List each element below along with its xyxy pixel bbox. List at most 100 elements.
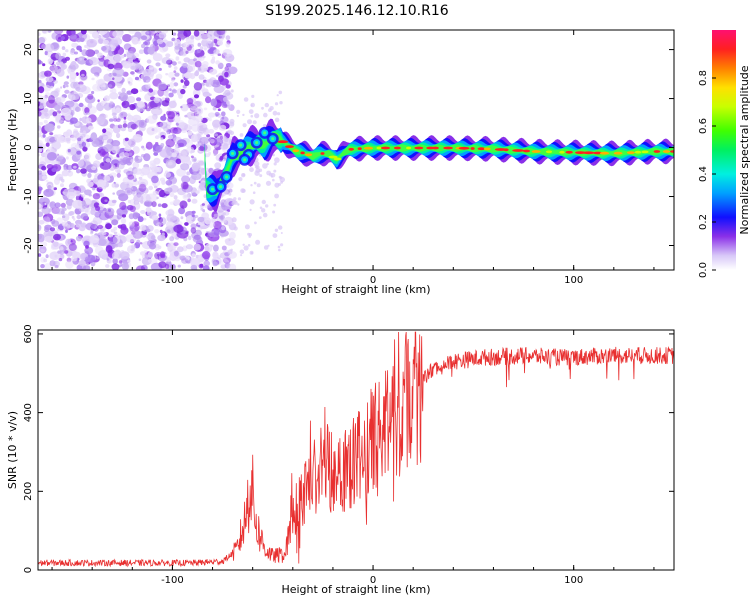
noise-blob [126,96,136,104]
noise-blob [166,229,171,233]
noise-blob [65,229,68,233]
noise-blob [113,62,123,71]
noise-blob [169,201,174,205]
noise-blob [62,215,66,218]
noise-blob [76,214,82,220]
noise-blob [199,136,210,145]
noise-blob [177,43,181,47]
noise-blob [180,163,190,171]
noise-blob [41,165,47,171]
noise-blob [130,186,138,192]
noise-blob [173,82,179,87]
noise-blob [193,94,200,99]
noise-blob [167,84,170,87]
noise-blob [138,156,142,160]
noise-blob [132,146,140,154]
noise-blob [254,221,257,225]
spectrogram-xtick-label: 0 [370,275,376,286]
noise-blob [210,98,218,107]
noise-blob [38,197,50,206]
ridge-core [431,146,439,150]
noise-blob [233,200,238,205]
ridge-core [653,150,661,153]
noise-blob [229,231,236,240]
noise-blob [49,59,54,63]
noise-blob [54,265,59,269]
noise-blob [154,135,160,140]
noise-blob [121,214,127,218]
noise-blob [60,183,64,188]
noise-blob [173,199,181,206]
noise-blob [44,43,55,53]
noise-blob [61,47,66,50]
noise-blob [276,94,279,97]
noise-blob [182,181,189,190]
noise-blob [208,128,215,134]
noise-blob [138,119,147,128]
noise-blob [91,77,95,81]
noise-blob [59,246,64,251]
noise-blob [104,199,108,202]
noise-blob [61,63,65,68]
noise-blob [65,49,69,53]
noise-blob [38,224,42,232]
noise-blob [127,127,133,133]
noise-blob [99,61,103,66]
noise-blob [155,62,161,67]
noise-blob [274,117,280,123]
noise-blob [199,46,204,51]
noise-blob [79,57,83,61]
noise-blob [73,165,77,169]
noise-blob [88,193,92,197]
noise-blob [90,66,102,75]
noise-blob [167,107,172,111]
noise-blob [38,148,43,153]
noise-blob [78,223,86,232]
noise-blob [130,61,141,70]
noise-blob [180,104,189,112]
noise-blob [225,35,231,41]
noise-blob [237,203,240,206]
noise-blob [84,152,91,160]
noise-blob [202,251,211,260]
noise-blob [159,46,167,53]
noise-blob [219,31,226,39]
noise-blob [120,218,127,224]
ridge-core [414,146,424,150]
noise-blob [194,100,203,108]
noise-blob [92,193,101,200]
noise-blob [249,199,255,205]
noise-blob [85,256,90,263]
noise-blob [194,60,202,68]
noise-blob [92,178,99,183]
snr-ylabel: SNR (10 * v/v) [6,411,19,489]
noise-blob [87,125,94,130]
noise-blob [279,101,283,105]
noise-blob [236,114,239,117]
noise-blob [56,208,65,215]
noise-blob [57,136,66,143]
noise-blob [139,89,143,92]
snr-xtick-label: 100 [564,575,583,586]
noise-blob [222,49,233,57]
noise-blob [54,104,61,111]
noise-blob [157,82,167,91]
noise-blob [94,35,105,44]
noise-blob [273,203,277,207]
noise-blob [84,58,87,61]
noise-blob [173,195,178,200]
noise-blob [151,201,157,208]
noise-blob [102,128,107,134]
noise-blob [146,126,158,135]
noise-blob [96,256,100,260]
noise-blob [264,102,269,108]
noise-blob [179,255,186,261]
noise-blob [280,243,284,247]
noise-blob [42,216,51,224]
noise-blob [198,264,204,269]
noise-blob [89,235,100,244]
noise-blob [151,106,163,116]
noise-blob [214,112,220,116]
